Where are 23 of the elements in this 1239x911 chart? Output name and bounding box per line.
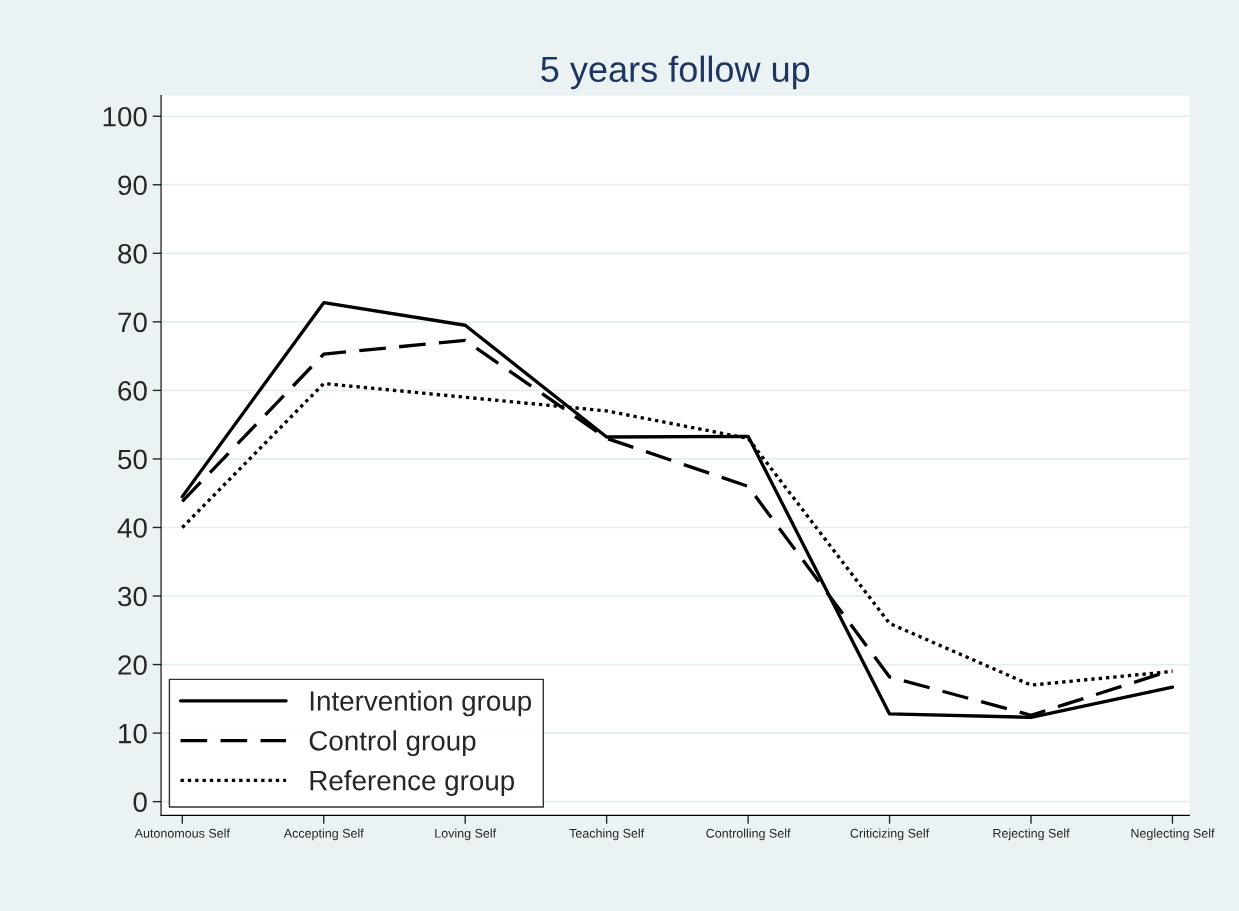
y-tick-label: 50	[118, 449, 147, 470]
y-tick-label: 20	[118, 655, 147, 675]
x-tick-label: Autonomous Self	[134, 828, 230, 838]
y-tick-label: 60	[118, 381, 147, 401]
x-tick-label: Teaching Self	[569, 828, 645, 841]
x-tick-label: Neglecting Self	[1131, 828, 1215, 841]
y-tick-label: 0	[133, 792, 147, 812]
legend-label: Reference group	[310, 770, 515, 796]
legend-label: Control group	[309, 730, 476, 757]
y-tick-label: 30	[118, 586, 147, 607]
y-tick-label: 90	[118, 175, 147, 196]
y-tick-label: 10	[119, 723, 147, 744]
y-tick-label: 40	[117, 518, 147, 538]
y-tick-label: 70	[118, 312, 147, 333]
y-tick-label: 80	[118, 243, 147, 264]
x-tick-label: Rejecting Self	[993, 828, 1070, 841]
y-tick-label: 100	[103, 106, 147, 127]
x-tick-label: Accepting Self	[283, 828, 364, 841]
x-tick-label: Criticizing Self	[850, 828, 930, 841]
x-tick-label: Controlling Self	[706, 828, 791, 841]
legend-label: Intervention group	[310, 690, 532, 717]
chart-title: 5 years follow up	[541, 55, 810, 90]
x-tick-label: Loving Self	[435, 828, 497, 841]
